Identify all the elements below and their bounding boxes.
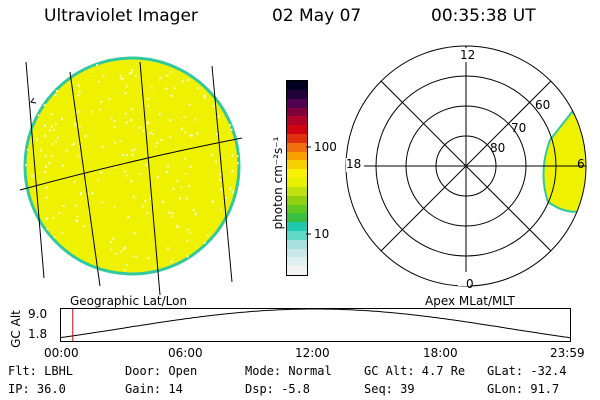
colorbar-swatch <box>287 248 307 258</box>
colorbar-swatch <box>287 160 307 170</box>
colorbar-unit-label: photon cm⁻²s⁻¹ <box>271 136 285 230</box>
status-ip: IP: 36.0 <box>8 382 66 396</box>
mlt-label-6: 6 <box>577 157 585 171</box>
colorbar-swatch <box>287 116 307 126</box>
colorbar-swatch <box>287 186 307 196</box>
colorbar-swatch <box>287 266 307 275</box>
alt-ymin: 1.8 <box>28 327 48 341</box>
geographic-label: Geographic Lat/Lon <box>70 294 188 308</box>
xtick-2359: 23:59 <box>550 346 585 360</box>
mlt-label-18: 18 <box>346 157 362 171</box>
status-mode: Mode: Normal <box>245 364 332 378</box>
status-glon: GLon: 91.7 <box>487 382 560 396</box>
xtick-1200: 12:00 <box>295 346 330 360</box>
colorbar-swatch <box>287 169 307 179</box>
pole-marker <box>30 97 37 104</box>
colorbar-swatch <box>287 98 307 108</box>
altitude-curve <box>60 308 571 339</box>
mlt-label-0: 0 <box>466 277 474 291</box>
colorbar-swatch <box>287 213 307 223</box>
status-seq: Seq: 39 <box>364 382 415 396</box>
status-gain: Gain: 14 <box>125 382 183 396</box>
colorbar-swatch <box>287 134 307 143</box>
status-dsp: Dsp: -5.8 <box>245 382 311 396</box>
lat-label-80: 80 <box>490 141 506 155</box>
colorbar-swatch <box>287 81 307 90</box>
date-label: 02 May 07 <box>272 6 362 26</box>
alt-ylabel: GC Alt <box>9 310 23 348</box>
polar-grid <box>345 45 587 287</box>
colorbar-ticks <box>306 146 311 235</box>
colorbar-swatch <box>287 222 307 231</box>
apex-label: Apex MLat/MLT <box>425 294 515 308</box>
colorbar-tick-100: 100 <box>314 140 337 154</box>
colorbar-swatch <box>287 151 307 161</box>
colorbar-swatch <box>287 125 307 134</box>
alt-ymax: 9.0 <box>28 307 48 321</box>
mlt-label-12: 12 <box>460 48 476 62</box>
geographic-image <box>19 56 243 296</box>
altitude-plot <box>60 308 571 342</box>
lat-label-70: 70 <box>511 121 527 135</box>
time-label: 00:35:38 UT <box>431 6 536 26</box>
colorbar-swatch <box>287 195 307 205</box>
colorbar-swatch <box>287 107 307 117</box>
colorbar-swatch <box>287 142 307 152</box>
colorbar-swatch <box>287 89 307 99</box>
colorbar-tick-10: 10 <box>314 227 330 241</box>
colorbar-swatch <box>287 230 307 240</box>
xtick-1800: 18:00 <box>423 346 458 360</box>
colorbar-swatch <box>287 257 307 267</box>
xtick-0600: 06:00 <box>168 346 203 360</box>
colorbar-swatch <box>287 178 307 187</box>
polar-plot <box>345 45 587 287</box>
colorbar-swatch <box>287 239 307 249</box>
xtick-0000: 00:00 <box>44 346 79 360</box>
colorbar <box>286 80 308 276</box>
status-door: Door: Open <box>125 364 198 378</box>
latlon-grid <box>19 61 243 296</box>
status-flt: Flt: LBHL <box>8 364 74 378</box>
instrument-title: Ultraviolet Imager <box>44 6 198 26</box>
status-glat: GLat: -32.4 <box>487 364 567 378</box>
status-gc-alt: GC Alt: 4.7 Re <box>364 364 466 378</box>
lat-label-60: 60 <box>535 98 551 112</box>
colorbar-swatch <box>287 204 307 214</box>
